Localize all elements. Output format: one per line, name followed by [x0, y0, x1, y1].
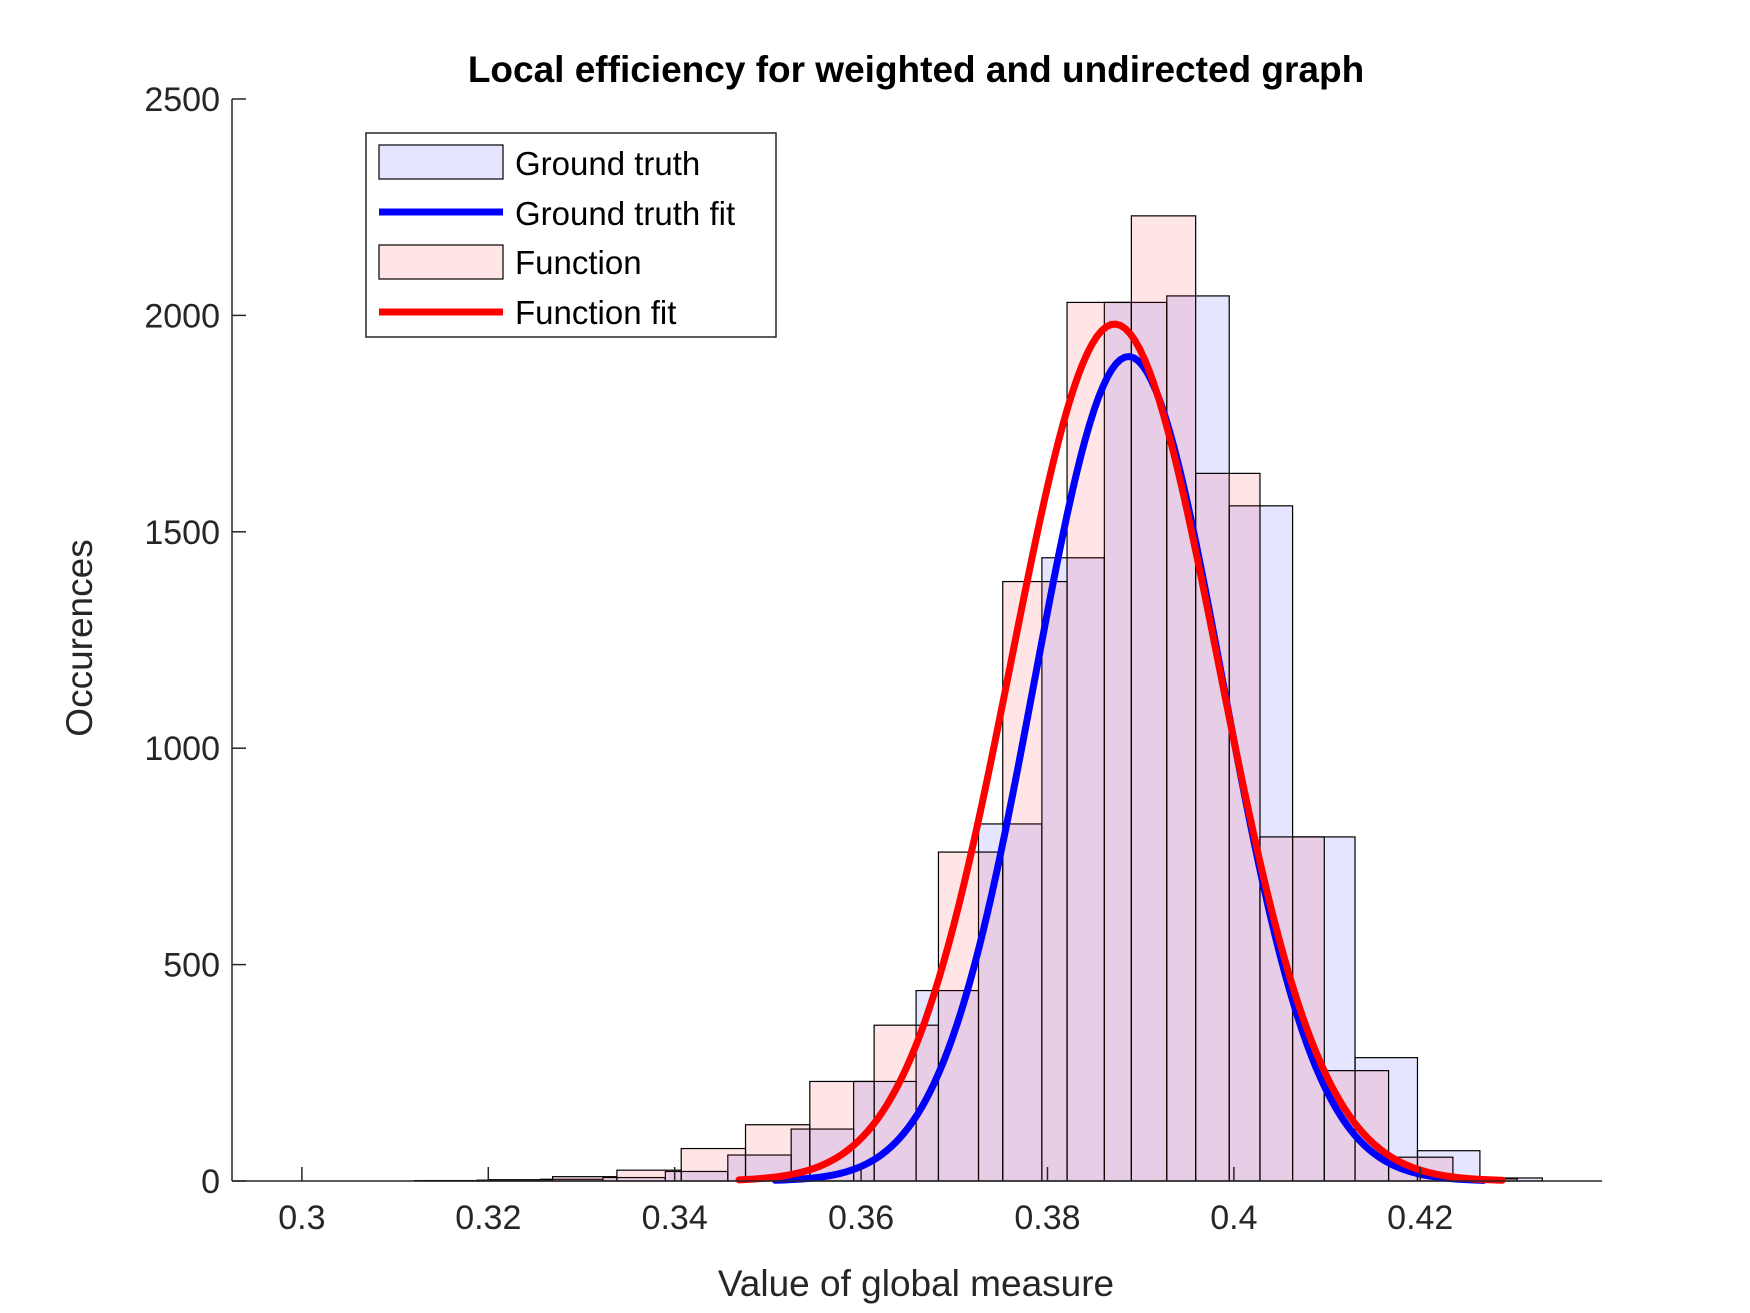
bar-function-13 — [1066, 301, 1132, 1182]
legend-label-function-fit: Function fit — [515, 294, 676, 331]
x-axis-label: Value of global measure — [718, 1263, 1114, 1304]
bar-ground-truth-15 — [1228, 505, 1294, 1182]
x-tick-label-6: 0.42 — [1387, 1199, 1453, 1237]
legend-label-function: Function — [515, 244, 642, 281]
y-tick-label-2: 1000 — [144, 730, 220, 768]
y-tick-label-4: 2000 — [144, 297, 220, 335]
y-tick-label-0: 0 — [201, 1163, 220, 1201]
x-tick-label-3: 0.36 — [828, 1199, 894, 1237]
line-ground-truth-fit — [771, 353, 1488, 1184]
bar-function-14 — [1130, 215, 1197, 1182]
legend: Ground truth Ground truth fit Function F… — [365, 132, 777, 338]
x-tick-label-2: 0.34 — [642, 1199, 708, 1237]
bar-ground-truth-13 — [1103, 301, 1168, 1182]
bar-ground-truth-11 — [977, 823, 1043, 1182]
legend-swatch-ground-truth — [378, 144, 504, 180]
y-tick-label-3: 1500 — [144, 514, 220, 552]
bar-function-6 — [616, 1169, 682, 1182]
histogram-bars — [414, 215, 1543, 1182]
y-tick-label-5: 2500 — [144, 81, 220, 119]
line-function-fit — [735, 320, 1506, 1184]
chart-title: Local efficiency for weighted and undire… — [468, 49, 1364, 90]
axes: 0 500 1000 1500 2000 2500 0.3 0.32 0.34 0.36 0.38 0… — [144, 81, 1602, 1237]
fit-curves — [735, 320, 1506, 1184]
legend-label-ground-truth: Ground truth — [515, 145, 700, 182]
y-axis-label: Occurences — [59, 539, 100, 736]
legend-box — [365, 132, 777, 338]
legend-label-ground-truth-fit: Ground truth fit — [515, 195, 735, 232]
x-tick-label-1: 0.32 — [455, 1199, 521, 1237]
legend-swatch-function — [378, 244, 504, 280]
x-tick-label-5: 0.4 — [1210, 1199, 1257, 1237]
x-tick-label-4: 0.38 — [1014, 1199, 1080, 1237]
bar-ground-truth-14 — [1166, 295, 1230, 1182]
y-tick-label-1: 500 — [163, 947, 220, 985]
bar-function-10 — [873, 1024, 940, 1182]
bar-function-7 — [680, 1147, 747, 1182]
x-tick-label-0: 0.3 — [278, 1199, 325, 1237]
